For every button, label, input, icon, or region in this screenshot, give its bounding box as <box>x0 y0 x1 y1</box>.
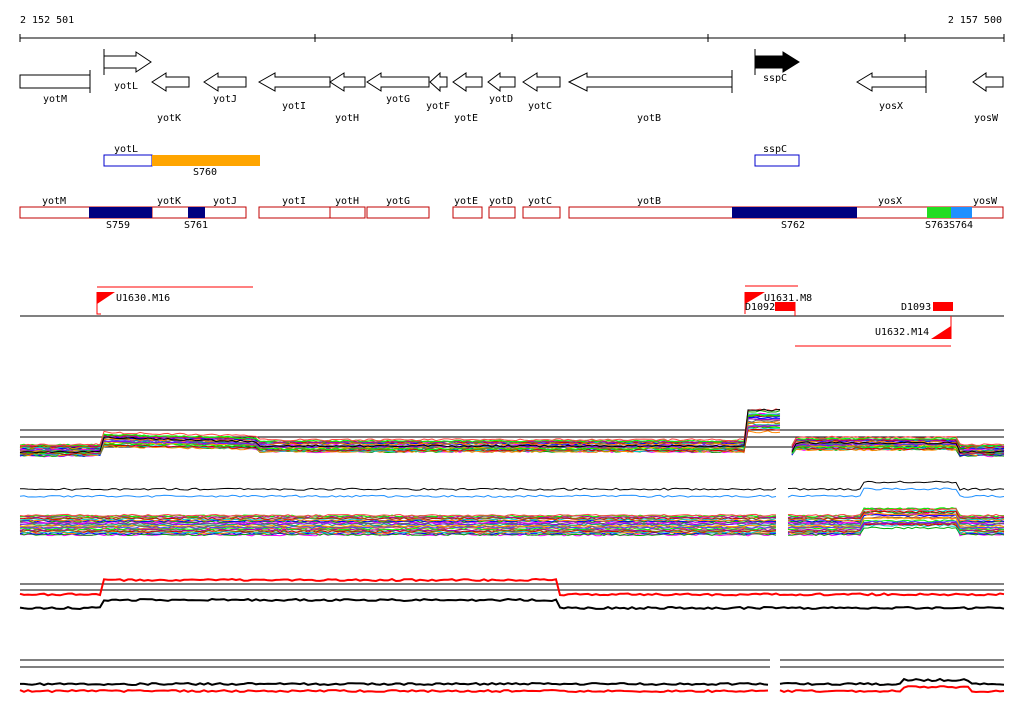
transcript-label-yotE: yotE <box>454 196 478 207</box>
transcript-yotD[interactable]: yotD <box>488 196 516 219</box>
expression-profile-track-2 <box>19 480 1005 537</box>
gene-arrow-yotK[interactable]: yotK <box>151 72 190 124</box>
transcript-label-yotI: yotI <box>282 196 306 207</box>
segment-S761[interactable]: S761 <box>184 207 208 231</box>
transcript-yotG[interactable]: yotG <box>366 196 430 219</box>
gene-arrow-yotI[interactable]: yotI <box>257 72 331 112</box>
transcript-label-yosW: yosW <box>973 196 998 207</box>
segment-label-S763: S763 <box>925 220 949 231</box>
expression-line <box>19 514 1005 523</box>
segment-S764[interactable]: S764 <box>949 207 973 231</box>
promoter-label-U1630-M16: U1630.M16 <box>116 293 170 304</box>
segment-label-S760: S760 <box>193 167 217 178</box>
gene-arrow-yotF[interactable]: yotF <box>426 71 450 112</box>
expression-line <box>19 408 1005 454</box>
expression-line <box>19 487 1005 498</box>
gene-track: yotM yotL yotK yotJ yotI yotH yotG <box>19 49 1004 124</box>
gene-arrow-yotB[interactable]: yotB <box>567 70 733 124</box>
gene-label-yotK: yotK <box>157 113 181 124</box>
transcript-label-yotG: yotG <box>386 196 410 207</box>
expression-line <box>19 516 1005 528</box>
terminator-D1092[interactable]: D1092 <box>745 302 796 316</box>
gene-label-yotL: yotL <box>114 81 138 92</box>
ruler-start-coordinate: 2 152 501 <box>20 15 74 26</box>
promoter-track: U1630.M16 U1631.M8 D1092 D1093 U1632.M14 <box>20 285 1004 347</box>
gene-label-yosW: yosW <box>974 113 999 124</box>
transcript-label-yotM: yotM <box>42 196 66 207</box>
gene-label-sspC: sspC <box>763 73 787 84</box>
transcript-label-yotJ: yotJ <box>213 196 237 207</box>
gene-arrow-yotM[interactable]: yotM <box>19 70 91 105</box>
transcript-label-yotB: yotB <box>637 196 661 207</box>
segment-label-S762: S762 <box>781 220 805 231</box>
gene-arrow-yotD[interactable]: yotD <box>487 72 516 105</box>
expression-line <box>19 685 1005 694</box>
gene-label-yotD: yotD <box>489 94 513 105</box>
promoter-U1631-M8[interactable]: U1631.M8 <box>744 285 812 314</box>
coordinate-ruler: 2 152 501 2 157 500 <box>19 15 1005 42</box>
gene-arrow-yosW[interactable]: yosW <box>972 72 1004 124</box>
gene-arrow-yotJ[interactable]: yotJ <box>203 72 247 105</box>
expression-line <box>19 577 1005 597</box>
gene-label-yotH: yotH <box>335 113 359 124</box>
expression-line <box>19 408 1005 447</box>
expression-line <box>19 508 1005 517</box>
segment-label-S759: S759 <box>106 220 130 231</box>
gene-label-yotM: yotM <box>43 94 67 105</box>
transcript-label-yotK: yotK <box>157 196 181 207</box>
transcript-label-yotC: yotC <box>528 196 552 207</box>
gene-label-yotG: yotG <box>386 94 410 105</box>
gene-label-yotF: yotF <box>426 101 450 112</box>
segment-label-S761: S761 <box>184 220 208 231</box>
plus-strand-transcript-track: yotL S760 sspC <box>103 144 800 178</box>
transcript-sspC[interactable]: sspC <box>754 144 800 167</box>
segment-S763[interactable]: S763 <box>925 207 951 231</box>
transcript-yotI-yotH[interactable]: yotI yotH <box>258 196 366 219</box>
expression-profile-track-4 <box>19 659 1005 694</box>
segment-label-S764: S764 <box>949 220 973 231</box>
transcript-yotE[interactable]: yotE <box>452 196 483 219</box>
transcript-yotL[interactable]: yotL <box>103 144 153 167</box>
promoter-label-U1631-M8: U1631.M8 <box>764 293 812 304</box>
terminator-D1093[interactable]: D1093 <box>901 302 953 313</box>
promoter-U1632-M14[interactable]: U1632.M14 <box>795 316 952 347</box>
gene-label-yotC: yotC <box>528 101 552 112</box>
expression-profile-track-3 <box>19 577 1005 611</box>
gene-label-yotJ: yotJ <box>213 94 237 105</box>
segment-S762[interactable]: S762 <box>732 207 857 231</box>
gene-label-yotI: yotI <box>282 101 306 112</box>
gene-arrow-yotH[interactable]: yotH <box>329 72 366 124</box>
gene-label-yotE: yotE <box>454 113 478 124</box>
expression-line <box>19 413 1005 447</box>
ruler-ticks <box>19 34 1005 42</box>
transcript-label-sspC: sspC <box>763 144 787 155</box>
gene-label-yosX: yosX <box>879 101 903 112</box>
gene-arrow-sspC[interactable]: sspC <box>754 49 800 84</box>
promoter-label-U1632-M14: U1632.M14 <box>875 327 929 338</box>
expression-line <box>20 677 1005 687</box>
expression-profile-track-1 <box>19 408 1005 458</box>
terminator-label-D1093: D1093 <box>901 302 931 313</box>
transcript-yotC[interactable]: yotC <box>522 196 561 219</box>
gene-arrow-yotG[interactable]: yotG <box>366 72 430 105</box>
segment-S759[interactable]: S759 <box>89 207 152 231</box>
gene-arrow-yosX[interactable]: yosX <box>856 70 927 112</box>
ruler-end-coordinate: 2 157 500 <box>948 15 1002 26</box>
promoter-U1630-M16[interactable]: U1630.M16 <box>96 286 253 315</box>
gene-arrow-yotE[interactable]: yotE <box>452 72 483 124</box>
gene-arrow-yotC[interactable]: yotC <box>522 72 561 112</box>
transcript-label-yosX: yosX <box>878 196 902 207</box>
minus-strand-transcript-track: yotM yotK yotJ yotI yotH yotG yotE yotD … <box>19 196 1004 231</box>
terminator-label-D1092: D1092 <box>745 302 775 313</box>
expression-line <box>20 480 1005 491</box>
gene-arrow-yotL[interactable]: yotL <box>103 49 152 92</box>
gene-label-yotB: yotB <box>637 113 661 124</box>
transcript-label-yotD: yotD <box>489 196 513 207</box>
transcript-label-yotL: yotL <box>114 144 138 155</box>
expression-line <box>19 597 1005 611</box>
transcript-label-yotH: yotH <box>335 196 359 207</box>
segment-S760[interactable]: S760 <box>152 155 260 178</box>
